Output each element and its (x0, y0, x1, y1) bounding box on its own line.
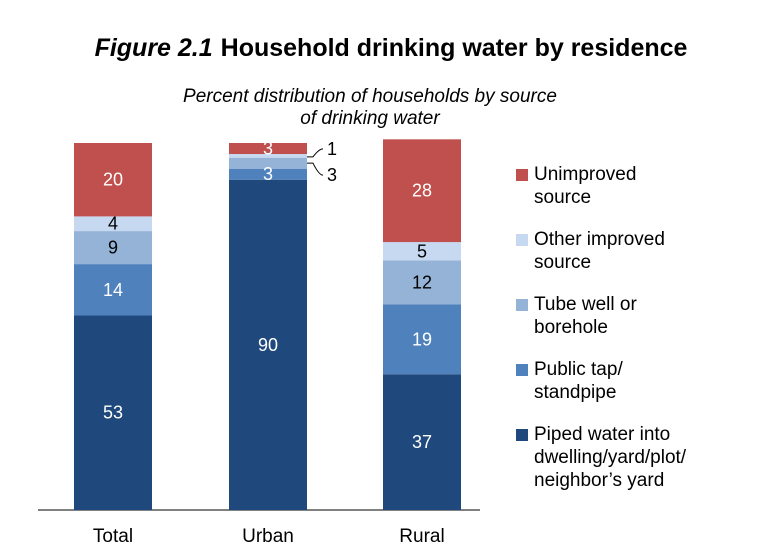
data-label-rural-piped-water-into-dwelling-yard-plot-neighbor-s-yard: 37 (412, 432, 432, 452)
data-label-total-public-tap-standpipe: 14 (103, 280, 123, 300)
bar-urban-public-tap-standpipe (229, 168, 307, 180)
data-label-urban-unimproved-source: 3 (263, 139, 273, 159)
data-label-urban-other-improved: 1 (327, 139, 337, 159)
legend-swatch (516, 169, 528, 181)
leader-line-urban-tubewell (307, 162, 324, 176)
legend-swatch (516, 299, 528, 311)
data-label-rural-public-tap-standpipe: 19 (412, 329, 432, 349)
data-label-urban-public-tap-standpipe: 3 (263, 164, 273, 184)
leader-line-urban-other (307, 148, 324, 158)
data-label-rural-other-improved-source: 5 (417, 241, 427, 261)
legend-label-line: standpipe (534, 382, 617, 403)
bar-urban-piped-water-into-dwelling-yard-plot-neighbor-s-yard (229, 179, 307, 510)
subtitle-line-2: of drinking water (300, 108, 440, 129)
legend-label-line: source (534, 187, 592, 208)
bar-total-unimproved-source (74, 143, 152, 217)
category-label-rural: Rural (399, 526, 444, 547)
bar-total-other-improved-source (74, 216, 152, 232)
legend-label-line: borehole (534, 317, 608, 338)
legend-label-line: dwelling/yard/plot/ (534, 447, 687, 468)
bar-rural-tube-well-or-borehole (383, 260, 461, 305)
category-label-urban: Urban (242, 526, 294, 547)
bar-urban-unimproved-source (229, 143, 307, 155)
legend-label-line: Unimproved (534, 164, 637, 185)
bar-total-tube-well-or-borehole (74, 231, 152, 265)
legend-item-tube-well-or-borehole: Tube well or borehole (516, 293, 776, 339)
legend-swatch (516, 429, 528, 441)
chart-title: Figure 2.1 Household drinking water by re… (0, 34, 782, 63)
chart-subtitle: Percent distribution of households by so… (120, 86, 620, 130)
subtitle-line-1: Percent distribution of households by so… (183, 86, 557, 107)
bar-urban-other-improved-source (229, 154, 307, 158)
data-label-total-tube-well-or-borehole: 9 (108, 238, 118, 258)
legend-item-unimproved-source: Unimproved source (516, 163, 776, 209)
legend-item-public-tap-standpipe: Public tap/standpipe (516, 358, 776, 404)
bar-total-piped-water-into-dwelling-yard-plot-neighbor-s-yard (74, 315, 152, 510)
legend-label-line: Tube well or (534, 294, 637, 315)
data-label-total-other-improved-source: 4 (108, 214, 118, 234)
data-label-urban-piped-water-into-dwelling-yard-plot-neighbor-s-yard: 90 (258, 335, 278, 355)
chart-legend: Unimproved source Other improved source Tube… (516, 163, 776, 511)
legend-label-line: Other improved (534, 229, 665, 250)
legend-swatch (516, 364, 528, 376)
legend-item-piped-water-into-dwelling-yard-plot-neighbor-s-yard: Piped water into dwelling/yard/plot/neigh… (516, 423, 776, 492)
legend-label-line: neighbor’s yard (534, 470, 665, 491)
data-label-rural-unimproved-source: 28 (412, 181, 432, 201)
legend-swatch (516, 234, 528, 246)
bar-total-public-tap-standpipe (74, 264, 152, 316)
bar-rural-unimproved-source (383, 139, 461, 243)
figure-number: Figure 2.1 (94, 34, 213, 62)
bar-rural-piped-water-into-dwelling-yard-plot-neighbor-s-yard (383, 374, 461, 510)
data-label-urban-tube-well: 3 (327, 165, 337, 185)
bar-urban-tube-well-or-borehole (229, 157, 307, 169)
bar-rural-public-tap-standpipe (383, 304, 461, 375)
title-text: Household drinking water by residence (220, 34, 688, 62)
legend-label-line: Piped water into (534, 424, 671, 445)
data-label-rural-tube-well-or-borehole: 12 (412, 272, 432, 292)
bar-rural-other-improved-source (383, 242, 461, 261)
data-label-total-unimproved-source: 20 (103, 170, 123, 190)
category-label-total: Total (93, 526, 133, 547)
legend-label-line: Public tap/ (534, 359, 623, 380)
data-label-total-piped-water-into-dwelling-yard-plot-neighbor-s-yard: 53 (103, 403, 123, 423)
legend-label-line: source (534, 252, 592, 273)
legend-item-other-improved-source: Other improved source (516, 228, 776, 274)
